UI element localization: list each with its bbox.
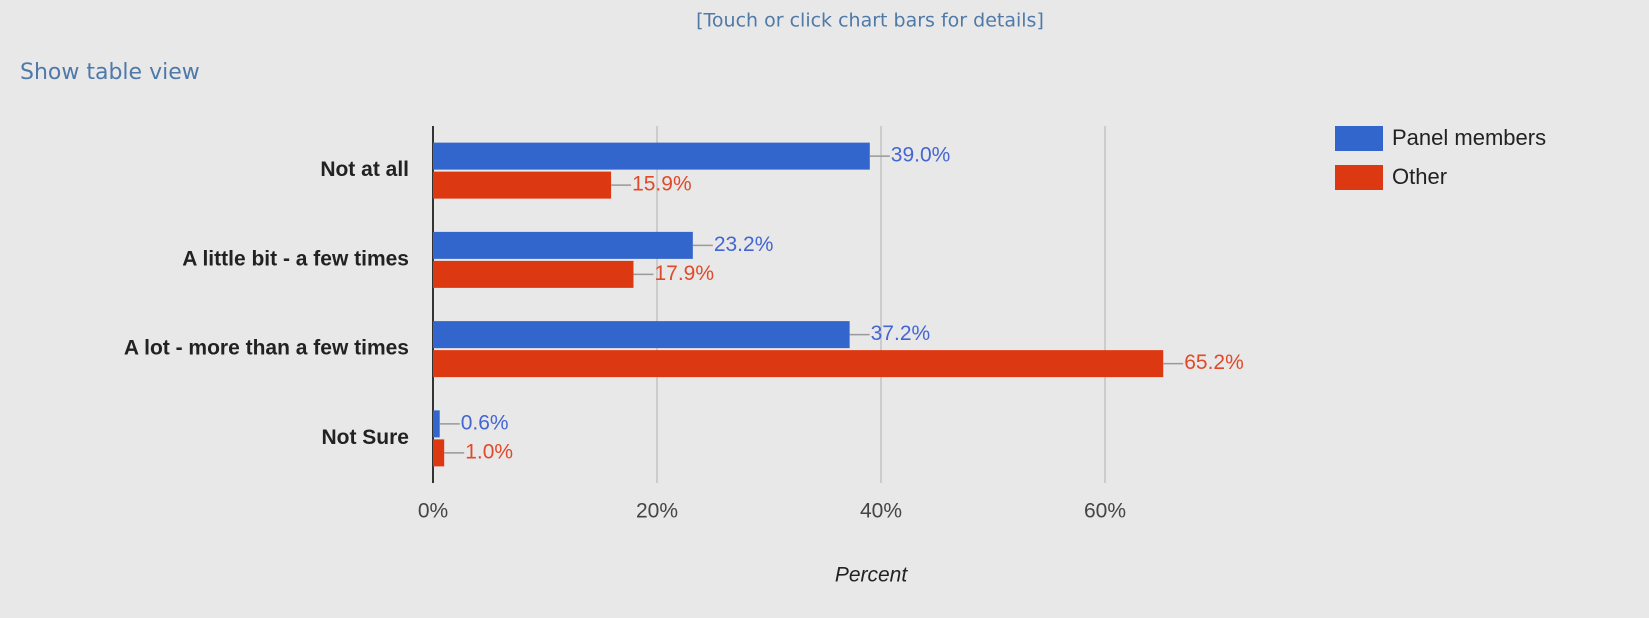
bar[interactable]	[433, 142, 870, 170]
data-label: 37.2%	[871, 322, 931, 345]
legend-label: Other	[1392, 164, 1447, 189]
bar[interactable]	[433, 439, 445, 467]
bar[interactable]	[433, 321, 850, 349]
data-label: 17.9%	[654, 262, 714, 285]
x-tick-label: 40%	[860, 500, 902, 523]
data-label: 23.2%	[714, 233, 774, 256]
bar[interactable]	[433, 171, 612, 199]
table-link[interactable]: Show table view	[20, 60, 200, 85]
y-tick-label: Not at all	[320, 158, 409, 181]
x-axis-title: Percent	[835, 564, 909, 587]
x-tick-label: 20%	[636, 500, 678, 523]
data-label: 39.0%	[891, 144, 951, 167]
bar[interactable]	[433, 410, 440, 438]
data-label: 1.0%	[465, 440, 513, 463]
hint: [Touch or click chart bars for details]	[696, 10, 1044, 32]
data-label: 15.9%	[632, 173, 692, 196]
bar[interactable]	[433, 350, 1164, 378]
legend-label: Panel members	[1392, 125, 1546, 150]
y-tick-label: Not Sure	[321, 426, 409, 449]
bar[interactable]	[433, 231, 693, 259]
y-tick-label: A little bit - a few times	[182, 247, 409, 270]
x-tick-label: 0%	[418, 500, 448, 523]
legend-swatch	[1335, 165, 1383, 190]
data-label: 0.6%	[461, 411, 509, 434]
legend-swatch	[1335, 126, 1383, 151]
x-tick-label: 60%	[1084, 500, 1126, 523]
data-label: 65.2%	[1184, 351, 1244, 374]
y-tick-label: A lot - more than a few times	[124, 337, 409, 360]
bar[interactable]	[433, 260, 634, 288]
